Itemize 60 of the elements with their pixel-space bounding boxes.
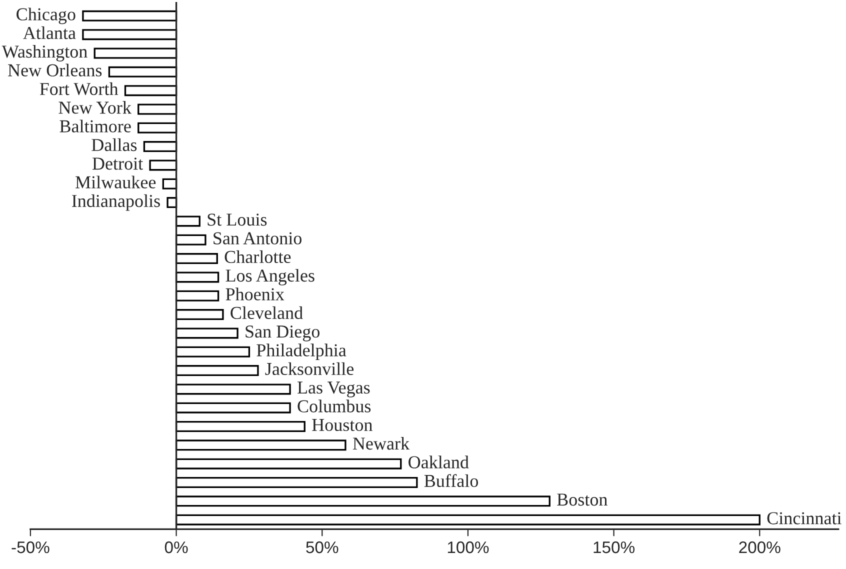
- bar: [175, 440, 346, 451]
- bar: [124, 85, 178, 96]
- bar: [175, 402, 291, 414]
- y-tick-label: Houston: [312, 419, 372, 432]
- y-tick-label: Washington: [2, 45, 88, 62]
- y-tick-label: Las Vegas: [298, 382, 370, 398]
- y-tick-label: Dallas: [92, 138, 137, 152]
- y-tick-label: Cleveland: [230, 306, 303, 320]
- y-tick-label: Jacksonville: [265, 362, 354, 376]
- y-tick-label: Phoenix: [226, 288, 284, 300]
- y-tick-label: Columbus: [298, 400, 371, 412]
- y-tick-label: Chicago: [16, 8, 76, 24]
- y-tick-label: Boston: [557, 494, 608, 506]
- y-tick-label: Baltimore: [60, 120, 131, 132]
- y-tick-label: San Antonio: [214, 232, 302, 244]
- bar: [175, 328, 238, 339]
- bar: [175, 234, 206, 246]
- y-tick-label: Fort Worth: [40, 82, 118, 96]
- bar: [175, 253, 218, 264]
- x-tick-label: 0%: [164, 541, 188, 554]
- bar: [175, 421, 306, 432]
- y-tick-label: St Louis: [208, 214, 267, 226]
- bar: [175, 514, 760, 526]
- x-tick-label: 150%: [594, 541, 635, 554]
- y-tick-label: Indianapolis: [72, 194, 160, 211]
- bar: [175, 365, 259, 376]
- bar: [94, 48, 178, 59]
- y-tick-label: Atlanta: [23, 26, 76, 40]
- bar: [82, 10, 178, 22]
- y-tick-label: Buffalo: [424, 474, 478, 488]
- bar: [175, 309, 224, 320]
- bar: [175, 458, 402, 470]
- bar: [175, 290, 220, 302]
- bar: [143, 141, 178, 152]
- y-tick-label: Charlotte: [224, 250, 291, 264]
- y-tick-label: Cincinnati: [767, 512, 842, 524]
- bar: [175, 272, 220, 283]
- x-tick-label: 200%: [739, 541, 780, 554]
- bar: [108, 66, 178, 78]
- bar: [175, 346, 250, 358]
- bar: [175, 384, 291, 395]
- y-tick-label: Newark: [352, 436, 410, 450]
- y-tick-label: Philadelphia: [256, 344, 346, 360]
- bar: [149, 160, 178, 171]
- y-tick-label: Los Angeles: [226, 268, 314, 286]
- bar: [138, 122, 178, 134]
- bar: [175, 496, 550, 507]
- y-tick-label: Milwaukee: [76, 176, 156, 188]
- y-tick-label: New York: [58, 101, 132, 114]
- x-tick-label: 100%: [448, 541, 489, 554]
- bar: [138, 104, 178, 115]
- y-tick-label: Detroit: [92, 158, 143, 170]
- y-tick-label: San Diego: [246, 326, 320, 342]
- x-tick-label: 50%: [306, 541, 338, 554]
- bar: [82, 29, 178, 40]
- bar: [175, 477, 418, 488]
- bar: [175, 216, 200, 227]
- x-tick-label: -50%: [12, 541, 50, 554]
- y-tick-label: Oakland: [408, 456, 469, 468]
- y-tick-label: New Orleans: [8, 64, 102, 76]
